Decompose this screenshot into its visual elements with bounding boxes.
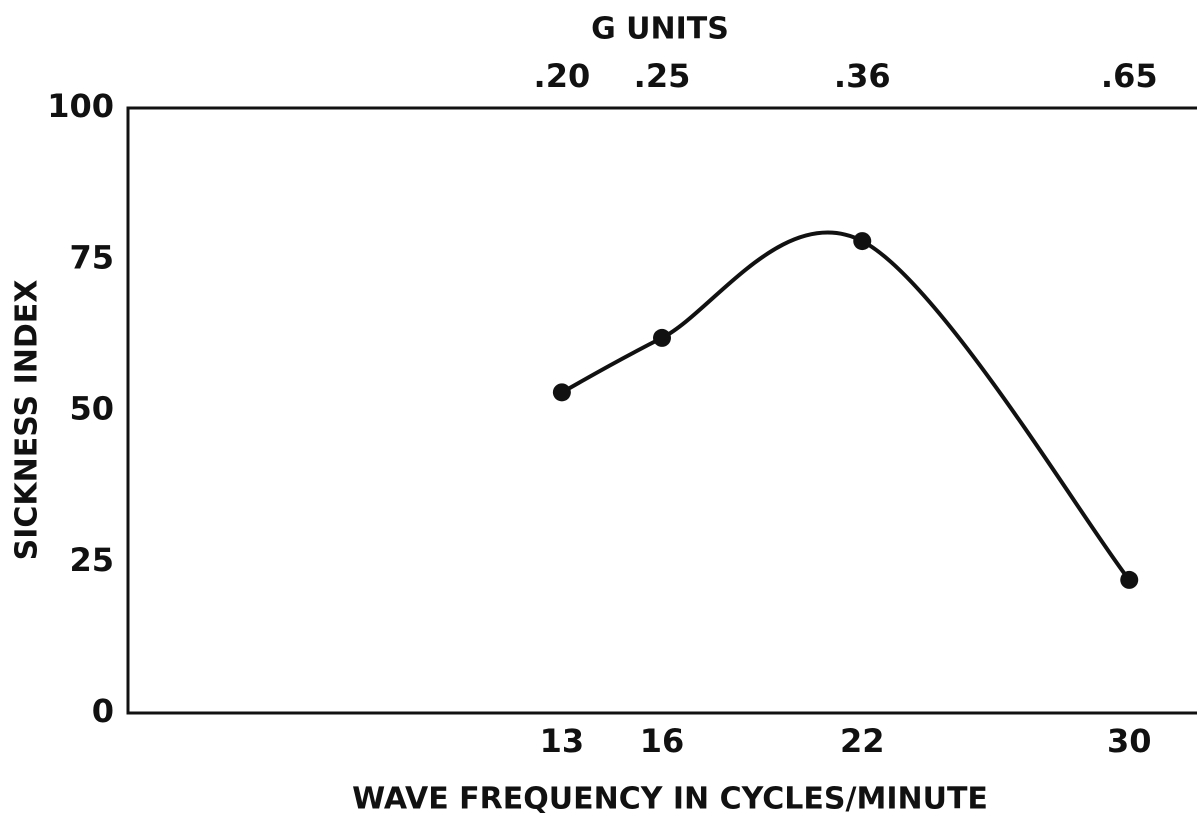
- x-axis-title: WAVE FREQUENCY IN CYCLES/MINUTE: [352, 782, 988, 817]
- top-tick-label: .25: [634, 57, 691, 95]
- x-tick-label: 16: [640, 722, 685, 760]
- y-tick-label: 100: [47, 87, 114, 125]
- y-tick-label: 50: [69, 390, 114, 428]
- point: [1120, 570, 1139, 589]
- point: [853, 232, 872, 251]
- line: [560, 230, 1131, 582]
- y-tick-label: 75: [69, 238, 114, 276]
- x-tick-label: 22: [840, 722, 885, 760]
- y-tick-label: 0: [92, 692, 114, 730]
- point: [653, 328, 671, 347]
- top-tick-label: .65: [1101, 57, 1158, 95]
- top-tick-label: .20: [534, 57, 591, 95]
- top-axis-title: G UNITS: [591, 12, 729, 47]
- point: [552, 383, 571, 402]
- x-tick-label: 30: [1107, 722, 1152, 760]
- plot-frame: [126, 106, 1197, 715]
- x-tick-label: 13: [540, 722, 585, 760]
- y-tick-label: 25: [69, 541, 114, 579]
- top-tick-label: .36: [834, 57, 891, 95]
- y-axis-title: SICKNESS INDEX: [10, 280, 45, 561]
